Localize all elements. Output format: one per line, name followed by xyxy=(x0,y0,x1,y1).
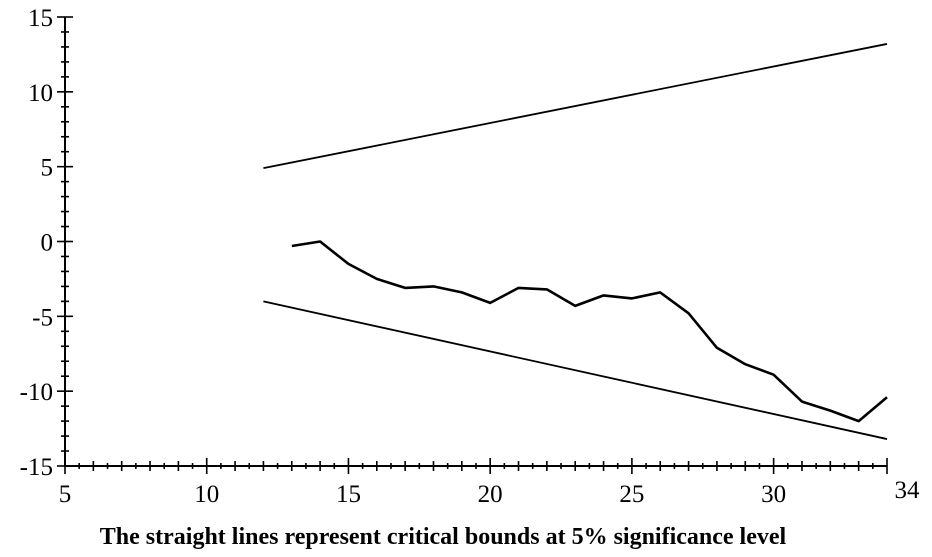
plot-lines xyxy=(263,43,888,440)
x-tick-label: 30 xyxy=(761,481,786,508)
x-tick-label: 5 xyxy=(59,481,72,508)
y-tick-label: 5 xyxy=(41,155,54,182)
y-tick-label: -15 xyxy=(20,454,53,481)
axes xyxy=(64,17,887,467)
y-tick-label: 15 xyxy=(28,5,53,32)
x-tick-label: 20 xyxy=(478,481,503,508)
x-tick-label: 15 xyxy=(336,481,361,508)
upper-critical-bound-line xyxy=(263,43,888,170)
y-tick-label: 0 xyxy=(41,230,54,257)
y-tick-label: -5 xyxy=(32,304,53,331)
y-tick-label: 10 xyxy=(28,80,53,107)
x-axis-caption: The straight lines represent critical bo… xyxy=(100,524,787,550)
y-tick-label: -10 xyxy=(20,379,53,406)
axis-ticks xyxy=(57,16,888,474)
cusum-series-line xyxy=(291,240,888,423)
lower-critical-bound-line xyxy=(263,300,888,440)
x-tick-label: 34 xyxy=(895,477,921,504)
x-tick-label: 25 xyxy=(619,481,644,508)
x-tick-label: 10 xyxy=(194,481,219,508)
tick-labels: 5 10 15 20 25 30 34 15 10 5 0 -5 -10 -15 xyxy=(20,5,920,508)
